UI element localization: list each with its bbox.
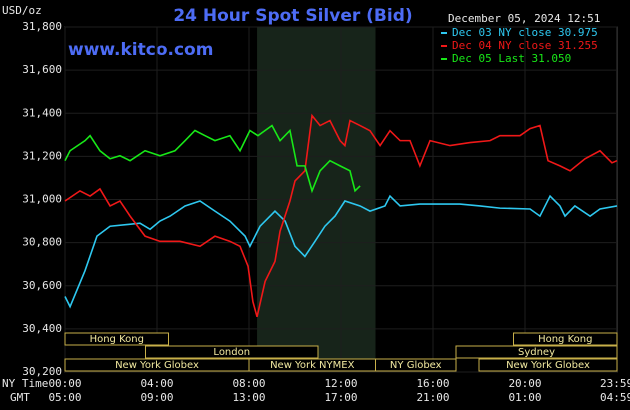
x-tick-label: 16:00 <box>416 377 449 390</box>
session-label: Hong Kong <box>538 334 592 345</box>
session-label: New York NYMEX <box>270 360 355 371</box>
session-label: New York Globex <box>506 360 590 371</box>
timestamp: December 05, 2024 12:51 <box>448 12 600 25</box>
gmt-tick-label: 21:00 <box>416 391 449 404</box>
y-tick-label: 31,000 <box>22 193 62 206</box>
y-tick-label: 31,200 <box>22 149 62 162</box>
x-tick-label: 08:00 <box>232 377 265 390</box>
price-line <box>64 194 618 309</box>
x-tick-label: 04:00 <box>140 377 173 390</box>
legend-entry: Dec 04 NY close 31.255 <box>452 39 598 52</box>
price-line <box>64 124 361 194</box>
gmt-tick-label: 17:00 <box>324 391 357 404</box>
price-line <box>64 113 618 318</box>
x-tick-label: 00:00 <box>48 377 81 390</box>
x-tick-label: 20:00 <box>508 377 541 390</box>
y-tick-label: 30,600 <box>22 279 62 292</box>
session-bar <box>375 358 457 372</box>
session-label: London <box>213 347 250 358</box>
website: www.kitco.com <box>68 40 213 60</box>
chart-title: 24 Hour Spot Silver (Bid) <box>173 6 412 26</box>
gmt-tick-label: 09:00 <box>140 391 173 404</box>
y-tick-label: 30,200 <box>22 365 62 378</box>
session-bar <box>513 332 618 346</box>
y-tick-label: 31,600 <box>22 63 62 76</box>
y-tick-label: 31,800 <box>22 20 62 33</box>
y-axis-label: USD/oz <box>2 4 42 17</box>
gmt-tick-label: 01:00 <box>508 391 541 404</box>
x-tick-label: 23:59 <box>600 377 630 390</box>
gmt-tick-label: 04:59 <box>600 391 630 404</box>
session-label: Hong Kong <box>90 334 144 345</box>
y-tick-label: 30,800 <box>22 236 62 249</box>
x-row-label: NY Time <box>2 377 48 390</box>
x-row-label: GMT <box>10 391 30 404</box>
gmt-tick-label: 05:00 <box>48 391 81 404</box>
session-bar <box>64 332 169 346</box>
session-label: New York Globex <box>115 360 199 371</box>
y-tick-label: 30,400 <box>22 322 62 335</box>
session-label: Sydney <box>518 347 555 358</box>
session-bar <box>455 345 618 359</box>
legend-entry: Dec 03 NY close 30.975 <box>452 26 598 39</box>
x-tick-label: 12:00 <box>324 377 357 390</box>
session-bar <box>478 358 618 372</box>
gmt-tick-label: 13:00 <box>232 391 265 404</box>
y-tick-label: 31,400 <box>22 106 62 119</box>
legend-entry: Dec 05 Last 31.050 <box>452 52 571 65</box>
session-label: NY Globex <box>390 360 442 371</box>
session-bar <box>145 345 319 359</box>
